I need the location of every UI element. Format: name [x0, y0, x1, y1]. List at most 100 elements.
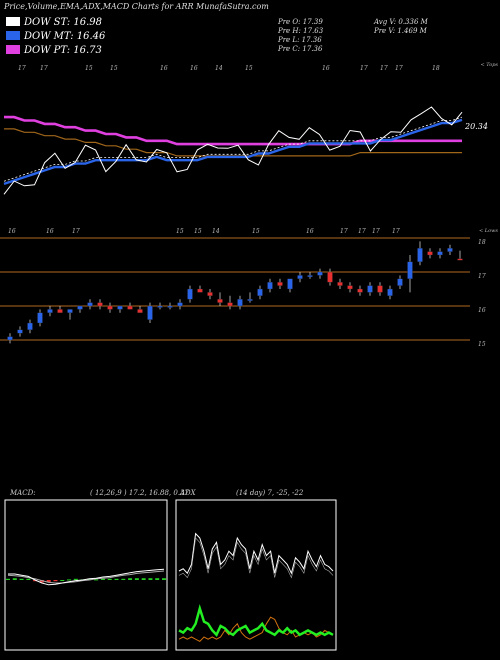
macd-histogram-bar — [26, 578, 31, 580]
top-axis-label: 16 — [160, 65, 168, 72]
bottom-axis-label: 15 — [176, 228, 184, 235]
candle-body — [247, 299, 253, 301]
top-axis-label: 18 — [432, 65, 440, 72]
candle-body — [47, 309, 53, 313]
candle-body — [267, 282, 273, 290]
candle-body — [137, 309, 143, 313]
candle-body — [337, 282, 343, 286]
candle-body — [327, 271, 333, 283]
legend-swatch-blue — [6, 31, 20, 40]
candle-body — [347, 285, 353, 290]
top-axis-label: 17 — [380, 65, 388, 72]
price-tick-label: 18 — [478, 239, 486, 246]
macd-histogram-bar — [148, 578, 153, 580]
macd-histogram-bar — [94, 579, 99, 581]
top-axis-label: 16 — [322, 65, 330, 72]
candle-body — [317, 271, 323, 276]
macd-histogram-bar — [60, 580, 65, 581]
candle-body — [447, 248, 453, 252]
price-line — [3, 106, 463, 195]
candle-body — [427, 251, 433, 256]
bottom-axis-label: 17 — [358, 228, 366, 235]
adx-shadow-line — [178, 537, 334, 579]
candle-body — [37, 312, 43, 324]
candle-body — [167, 305, 173, 308]
top-axis-label: 15 — [245, 65, 253, 72]
candle-body — [257, 288, 263, 296]
macd-histogram-bar — [67, 579, 72, 581]
chart-title: Price,Volume,EMA,ADX,MACD Charts for ARR… — [4, 2, 269, 11]
bottom-axis-label: 16 — [306, 228, 314, 235]
stat-high: Pre H: 17.63 — [278, 27, 324, 35]
stat-open: Pre O: 17.39 — [278, 18, 323, 26]
bottom-axis-label: 15 — [252, 228, 260, 235]
candle-body — [77, 305, 83, 310]
candle-body — [367, 285, 373, 293]
candle-body — [7, 336, 13, 341]
macd-histogram-bar — [33, 580, 38, 582]
legend-dow-pt: DOW PT: 16.73 — [6, 45, 102, 56]
macd-histogram-bar — [19, 578, 24, 580]
macd-params: ( 12,26,9 ) 17.2, 16.88, 0.37 — [90, 489, 189, 497]
top-axis-label: 17 — [395, 65, 403, 72]
macd-signal-line — [7, 570, 165, 584]
candle-body — [457, 258, 463, 261]
macd-histogram-bar — [6, 578, 10, 580]
candle-body — [407, 261, 413, 279]
macd-histogram-bar — [155, 578, 160, 580]
adx-label: ADX — [180, 489, 196, 497]
top-axis-label: 16 — [190, 65, 198, 72]
macd-histogram-bar — [128, 578, 133, 580]
candle-body — [197, 288, 203, 293]
candle-body — [277, 282, 283, 286]
macd-label: MACD: — [10, 489, 36, 497]
macd-histogram-bar — [73, 578, 78, 580]
price-tick-label: 16 — [478, 307, 486, 314]
top-axis-label: 14 — [215, 65, 223, 72]
top-axis-label: 17 — [18, 65, 26, 72]
candle-body — [27, 322, 33, 330]
bottom-axis-label: 17 — [340, 228, 348, 235]
stat-pre-volume: Pre V: 1.469 M — [374, 27, 427, 35]
candle-body — [157, 305, 163, 308]
candle-body — [437, 251, 443, 256]
bottom-axis-label: 17 — [372, 228, 380, 235]
macd-histogram-bar — [134, 578, 139, 580]
candle-body — [147, 305, 153, 320]
candle-body — [387, 288, 393, 296]
macd-histogram-bar — [39, 580, 44, 583]
adx-di-plus-line — [178, 603, 334, 637]
candle-body — [107, 305, 113, 310]
stat-low: Pre L: 17.36 — [278, 36, 322, 44]
candle-body — [217, 299, 223, 303]
lows-label: < Lows — [479, 228, 498, 234]
adx-frame — [175, 499, 337, 651]
bottom-axis-label: 16 — [8, 228, 16, 235]
candle-body — [187, 288, 193, 300]
legend-swatch-white — [6, 17, 20, 26]
candle-body — [17, 329, 23, 334]
tops-label: < Tops — [480, 62, 498, 68]
macd-histogram-bar — [53, 580, 58, 582]
candle-body — [207, 292, 213, 296]
top-axis-label: 17 — [40, 65, 48, 72]
price-tick-label: 15 — [478, 341, 486, 348]
macd-histogram-bar — [162, 578, 166, 580]
ema-dotted-line — [3, 116, 463, 182]
legend-dow-st-label: DOW ST: 16.98 — [24, 17, 103, 28]
candle-body — [377, 285, 383, 293]
candle-body — [237, 299, 243, 307]
candle-body — [67, 309, 73, 313]
stat-close: Pre C: 17.36 — [278, 45, 323, 53]
macd-histogram-bar — [12, 578, 17, 580]
bottom-axis-label: 17 — [392, 228, 400, 235]
stat-avg-volume: Avg V: 0.336 M — [374, 18, 428, 26]
macd-frame — [4, 499, 168, 651]
candle-body — [177, 302, 183, 307]
legend-dow-mt-label: DOW MT: 16.46 — [24, 31, 106, 42]
adx-di-minus-line — [178, 616, 334, 643]
macd-histogram-bar — [100, 578, 105, 580]
